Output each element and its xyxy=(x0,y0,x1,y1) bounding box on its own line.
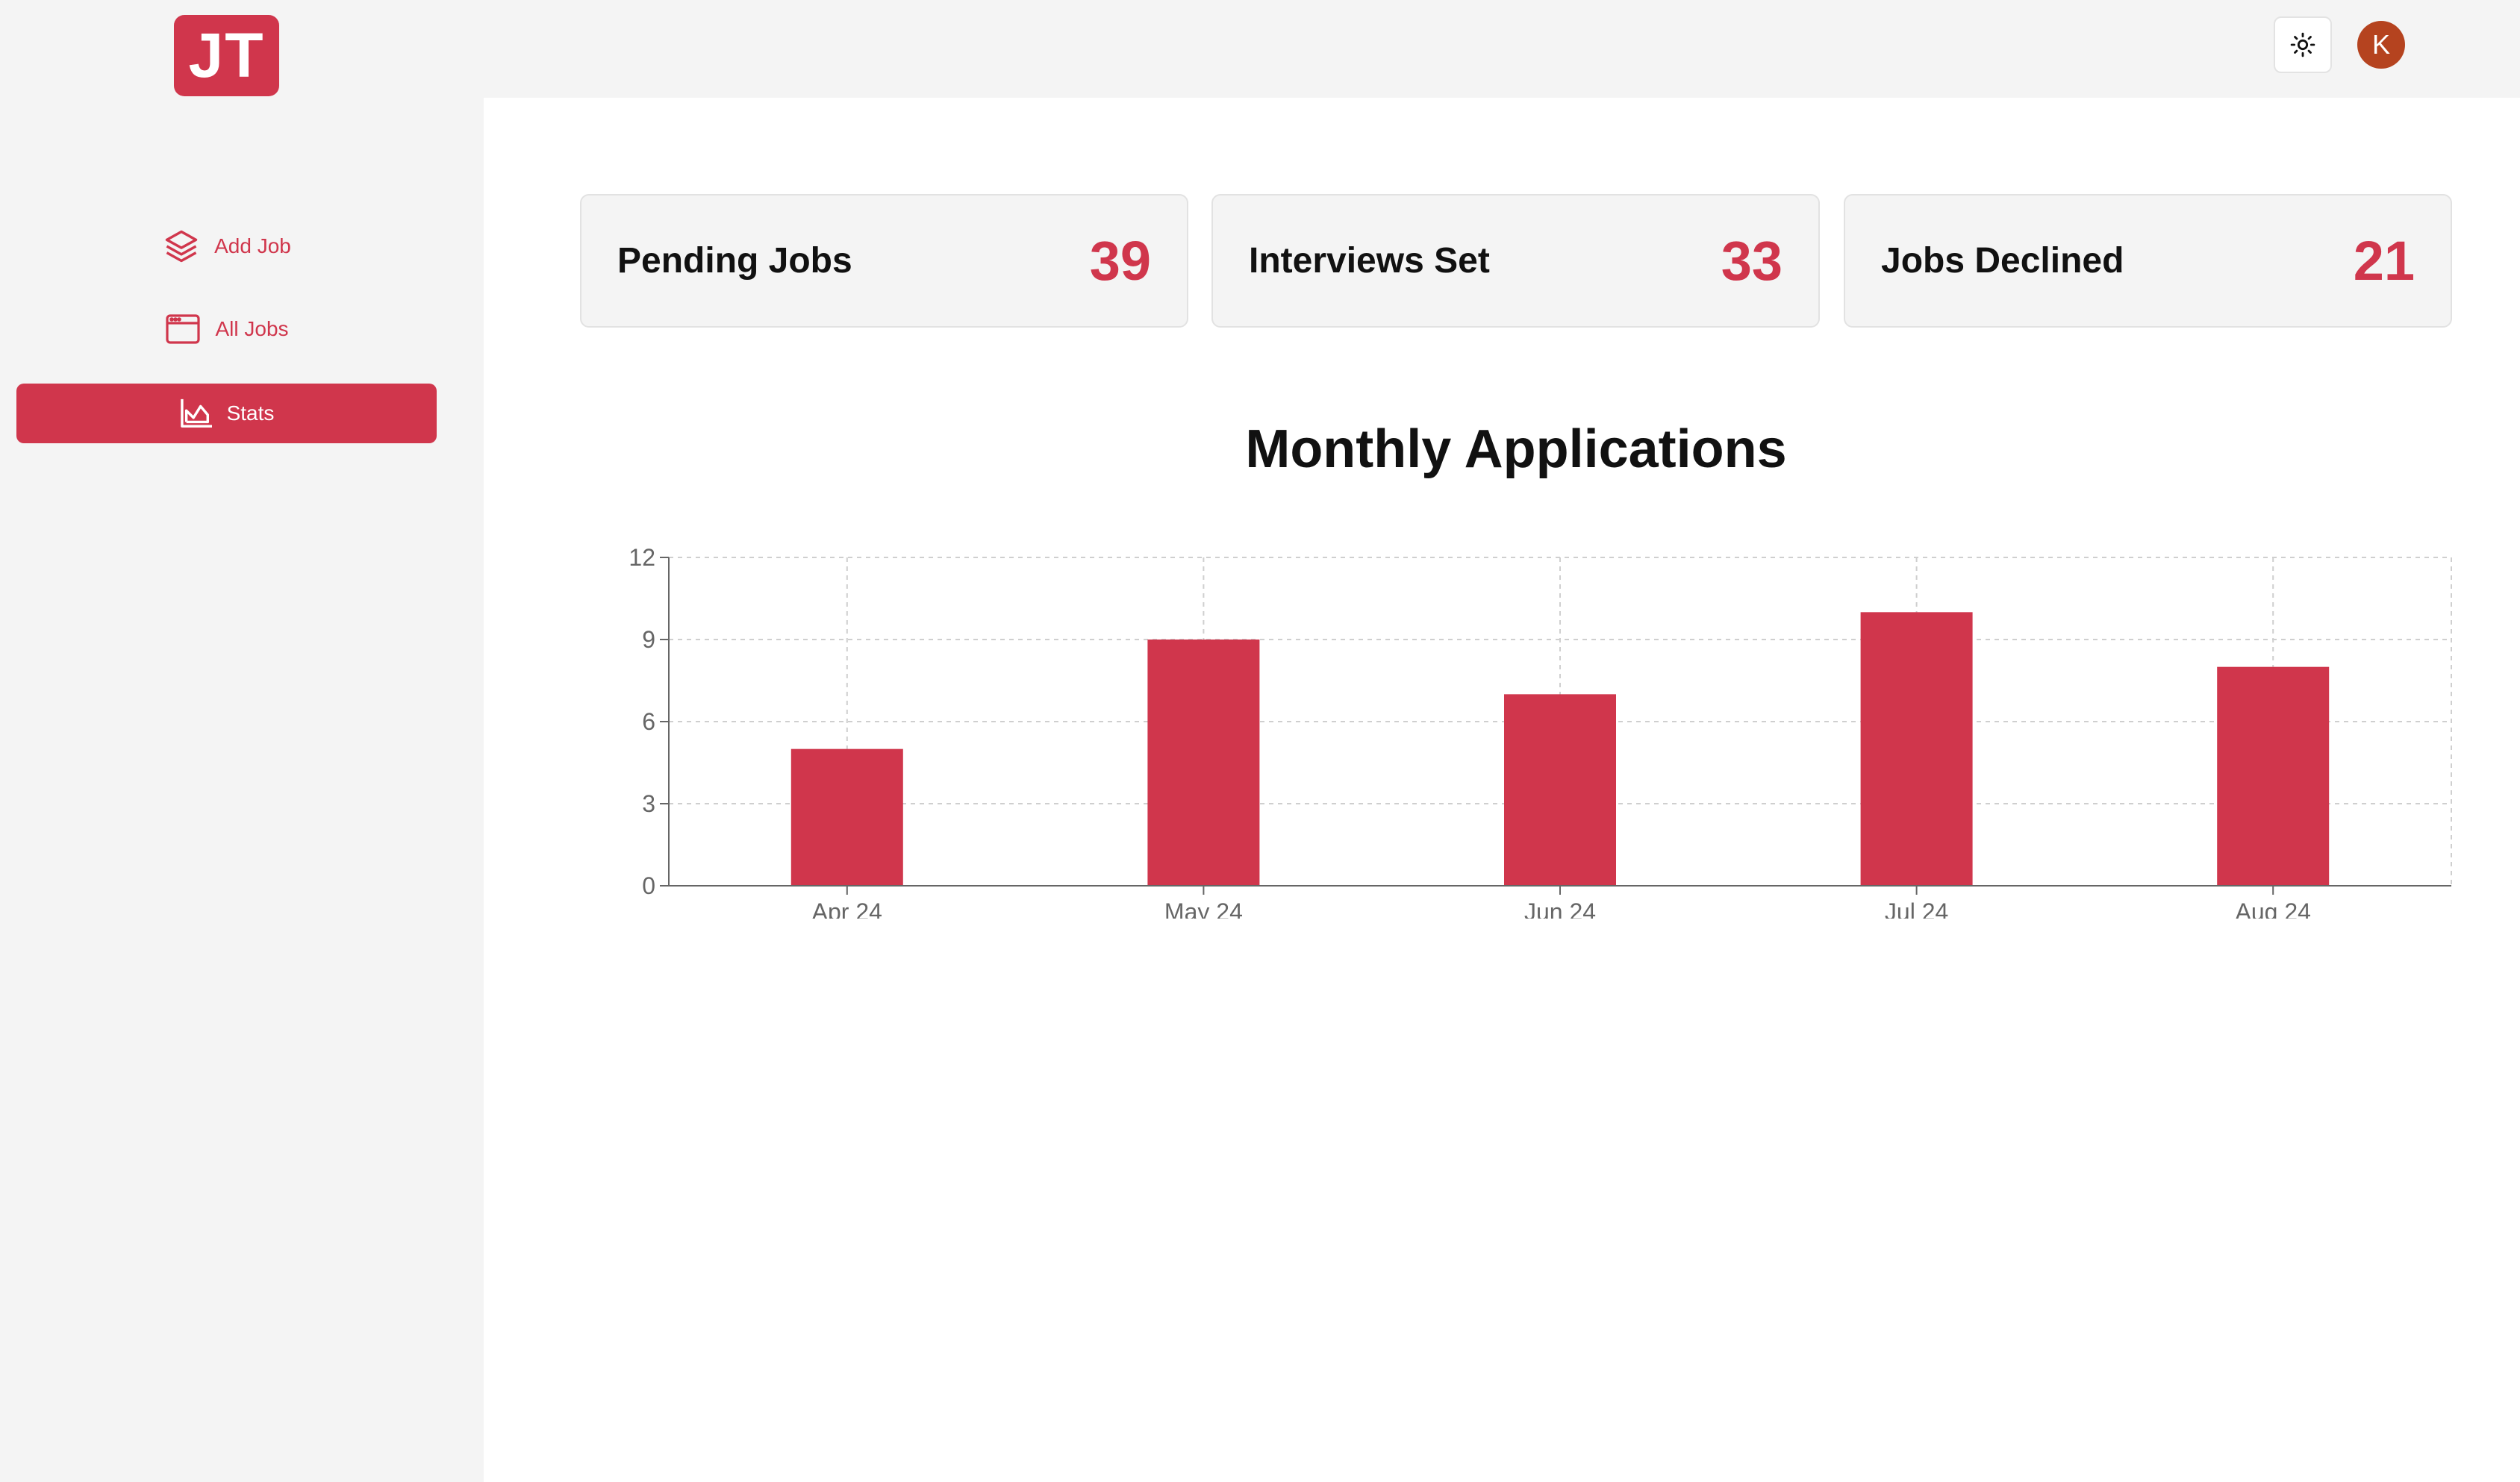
bar-jul-24 xyxy=(1860,612,1973,886)
sidebar-item-add-job[interactable]: Add Job xyxy=(16,216,437,276)
x-tick-label: Aug 24 xyxy=(2235,898,2310,919)
main-content: Pending Jobs 39 Interviews Set 33 Jobs D… xyxy=(484,98,2520,1482)
stat-value: 33 xyxy=(1721,230,1783,292)
app-logo[interactable]: JT xyxy=(174,15,279,96)
stat-title: Jobs Declined xyxy=(1881,241,2124,281)
y-tick-label: 6 xyxy=(642,708,655,735)
stat-value: 21 xyxy=(2353,230,2415,292)
monthly-applications-chart: 0 3 6 9 12 Apr 24 May 24 Jun 24 Jul 24 Aug 24 xyxy=(629,544,2452,919)
stat-title: Pending Jobs xyxy=(617,241,852,281)
theme-toggle-button[interactable] xyxy=(2274,16,2332,73)
y-tick-label: 0 xyxy=(642,872,655,899)
stat-card-pending: Pending Jobs 39 xyxy=(580,194,1188,328)
sidebar-item-label: Add Job xyxy=(214,234,291,257)
x-tick-label: Jul 24 xyxy=(1885,898,1948,919)
layers-icon xyxy=(165,230,198,263)
y-tick-label: 3 xyxy=(642,790,655,817)
stat-title: Interviews Set xyxy=(1249,241,1490,281)
avatar-initial: K xyxy=(2371,29,2390,60)
stat-card-interviews: Interviews Set 33 xyxy=(1211,194,1820,328)
stat-card-declined: Jobs Declined 21 xyxy=(1844,194,2452,328)
browser-window-icon xyxy=(166,314,201,344)
logo-text: JT xyxy=(188,20,265,90)
area-chart-icon xyxy=(180,398,212,428)
y-tick-label: 12 xyxy=(629,544,655,571)
sidebar-item-stats[interactable]: Stats xyxy=(16,384,437,443)
bar-aug-24 xyxy=(2217,666,2330,886)
x-tick-label: Jun 24 xyxy=(1524,898,1596,919)
sidebar-item-label: All Jobs xyxy=(215,317,289,340)
x-tick-label: Apr 24 xyxy=(812,898,882,919)
sidebar-item-all-jobs[interactable]: All Jobs xyxy=(16,299,437,359)
bar-apr-24 xyxy=(790,748,903,886)
y-tick-label: 9 xyxy=(642,626,655,653)
bar-may-24 xyxy=(1147,640,1260,886)
x-tick-label: May 24 xyxy=(1164,898,1243,919)
stat-value: 39 xyxy=(1089,230,1151,292)
chart-title: Monthly Applications xyxy=(1245,419,1787,479)
bar-jun-24 xyxy=(1504,694,1616,886)
user-avatar-button[interactable]: K xyxy=(2357,21,2405,69)
sun-icon xyxy=(2290,32,2315,57)
sidebar-item-label: Stats xyxy=(226,401,275,425)
